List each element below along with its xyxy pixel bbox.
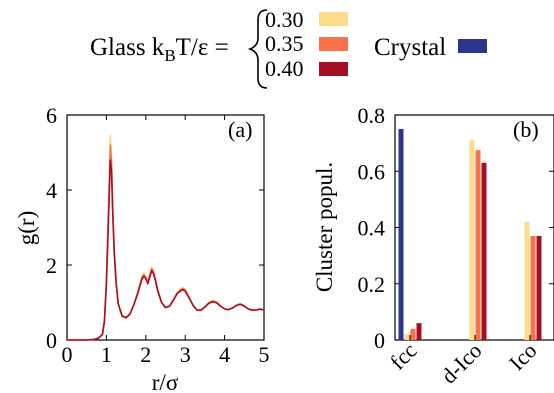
legend-temp-2: 0.40 <box>265 56 304 81</box>
panel-b-ytick-label-2: 0.4 <box>358 216 386 241</box>
panel-a-ytick-label-1: 2 <box>46 253 57 278</box>
panel-a-xtick-label-3: 3 <box>180 342 191 367</box>
panel-a-frame <box>66 114 265 341</box>
panel-b-ylabel: Cluster popul. <box>312 162 337 292</box>
panel-a-ytick-label-2: 4 <box>46 178 57 203</box>
legend: Glass kBT/ε = 0.30 0.35 0.40 Crystal <box>90 7 487 89</box>
panel-b-bar-fcc-3 <box>416 323 422 340</box>
panel-a-xtick-label-2: 2 <box>140 342 151 367</box>
panel-b-label: (b) <box>513 117 539 142</box>
panel-b-bar-fcc-0 <box>398 129 404 340</box>
legend-glass-suffix: T/ε = <box>176 34 229 61</box>
panel-a-ytick-label-3: 6 <box>46 103 57 128</box>
panel-b-bar-Ico-2 <box>530 235 536 340</box>
legend-swatch-0 <box>319 12 348 26</box>
panel-b-ytick-label-4: 0.8 <box>358 103 386 128</box>
legend-temp-1: 0.35 <box>265 31 304 56</box>
panel-a-ticks: 0 1 2 3 4 5 0 2 4 6 <box>46 103 270 367</box>
legend-crystal-label: Crystal <box>374 34 446 61</box>
panel-b-ytick-label-0: 0 <box>374 328 385 353</box>
panel-a-xtick-label-5: 5 <box>259 342 270 367</box>
panel-a-series-2 <box>67 159 265 341</box>
panel-b-bar-d-Ico-3 <box>481 162 487 340</box>
panel-b-xtick-label-1: d-Ico <box>436 338 487 389</box>
panel-b: (b) Cluster popul. 0 0.2 0.4 0.6 0.8 fcc d-Ico… <box>312 103 554 388</box>
panel-a-series-1 <box>67 144 265 341</box>
panel-a-ylabel: g(r) <box>14 211 39 245</box>
legend-swatch-1 <box>319 37 348 51</box>
panel-a-xtick-label-0: 0 <box>62 342 73 367</box>
panel-a-series-0 <box>67 134 265 341</box>
legend-glass-sub: B <box>164 46 175 65</box>
legend-temp-0: 0.30 <box>265 7 304 32</box>
legend-swatch-crystal <box>458 39 487 53</box>
panel-b-bars <box>398 129 542 340</box>
panel-b-bar-d-Ico-2 <box>475 150 481 340</box>
panel-a-ytick-label-0: 0 <box>46 328 57 353</box>
panel-b-bar-fcc-1 <box>404 334 410 340</box>
panel-a-lines <box>67 134 265 341</box>
panel-b-xtick-label-0: fcc <box>385 338 422 375</box>
legend-glass-prefix: Glass k <box>90 34 165 61</box>
legend-glass-label: Glass kBT/ε = <box>90 34 229 65</box>
panel-b-bar-Ico-1 <box>524 221 530 340</box>
panel-b-ytick-label-3: 0.6 <box>358 159 386 184</box>
panel-a-xlabel: r/σ <box>152 370 179 393</box>
panel-b-bar-fcc-2 <box>410 328 416 340</box>
panel-a-xtick-label-1: 1 <box>101 342 112 367</box>
panel-b-bar-d-Ico-1 <box>469 140 475 340</box>
panel-a-label: (a) <box>228 117 252 142</box>
panel-a-xtick-label-4: 4 <box>219 342 230 367</box>
legend-brace <box>247 9 268 89</box>
panel-b-bar-Ico-3 <box>536 235 542 340</box>
panel-b-ytick-label-1: 0.2 <box>358 272 386 297</box>
panel-a: (a) r/σ g(r) 0 1 2 3 4 5 0 2 4 6 <box>14 103 270 393</box>
legend-swatch-2 <box>319 62 348 76</box>
panel-b-xtick-label-2: Ico <box>504 338 542 376</box>
